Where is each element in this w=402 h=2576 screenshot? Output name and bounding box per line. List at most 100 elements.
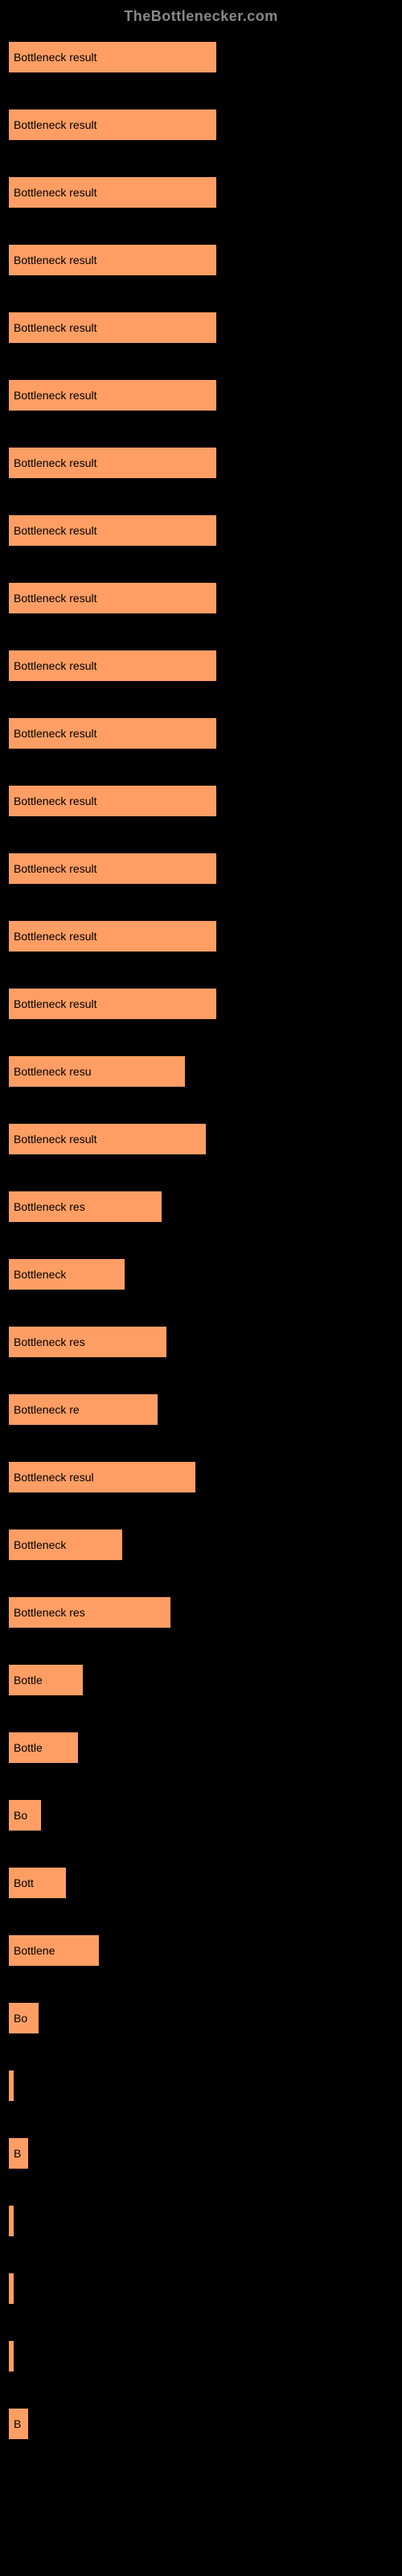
bar: Bottleneck result: [8, 176, 217, 208]
bar-row: Bottleneck result: [8, 785, 394, 817]
bar-row: Bottleneck result: [8, 852, 394, 885]
bar-label: B: [14, 2147, 21, 2160]
bar-label: Bottleneck result: [14, 524, 97, 537]
bar-label: Bottle: [14, 1741, 43, 1754]
bar-row: Bottleneck result: [8, 650, 394, 682]
bar-row: Bottleneck res: [8, 1596, 394, 1629]
bar-row: Bottleneck result: [8, 920, 394, 952]
bar: Bottleneck result: [8, 109, 217, 141]
bar-row: [8, 2273, 394, 2305]
bar-label: Bottleneck resu: [14, 1065, 92, 1078]
bar: Bottleneck result: [8, 1123, 207, 1155]
bar-label: Bottleneck result: [14, 389, 97, 402]
bar-row: Bottleneck result: [8, 988, 394, 1020]
bar-label: Bottleneck: [14, 1538, 66, 1551]
bar-label: Bottleneck res: [14, 1606, 85, 1619]
bar-label: Bottleneck result: [14, 930, 97, 943]
bar: Bottleneck re: [8, 1393, 158, 1426]
bar: Bottleneck result: [8, 379, 217, 411]
bar-row: Bottleneck result: [8, 582, 394, 614]
bar-row: [8, 2070, 394, 2102]
bar-row: B: [8, 2408, 394, 2440]
bar-row: Bottleneck resul: [8, 1461, 394, 1493]
bar: [8, 2070, 14, 2102]
bar: Bottleneck res: [8, 1326, 167, 1358]
bar-row: Bottleneck result: [8, 312, 394, 344]
bar: Bottle: [8, 1732, 79, 1764]
bar: Bottleneck result: [8, 920, 217, 952]
bar-row: Bott: [8, 1867, 394, 1899]
bar-label: B: [14, 2417, 21, 2430]
bar-label: Bottleneck resul: [14, 1471, 94, 1484]
bar: Bottlene: [8, 1934, 100, 1967]
bar-row: Bottlene: [8, 1934, 394, 1967]
bar-row: Bottleneck result: [8, 41, 394, 73]
bar-label: Bo: [14, 1809, 27, 1822]
bar: Bottleneck result: [8, 514, 217, 547]
bar: Bottleneck result: [8, 41, 217, 73]
bar-row: Bottleneck result: [8, 244, 394, 276]
bar-label: Bott: [14, 1876, 34, 1889]
bar: Bott: [8, 1867, 67, 1899]
bar-row: Bottleneck res: [8, 1191, 394, 1223]
bar-label: Bottleneck: [14, 1268, 66, 1281]
bar-row: [8, 2205, 394, 2237]
bar-label: Bottleneck result: [14, 456, 97, 469]
bar-label: Bottle: [14, 1674, 43, 1686]
bar-label: Bo: [14, 2012, 27, 2025]
bar-label: Bottlene: [14, 1944, 55, 1957]
bar-row: Bottleneck result: [8, 379, 394, 411]
bar-label: Bottleneck result: [14, 254, 97, 266]
bar-row: [8, 2340, 394, 2372]
bar: Bottleneck result: [8, 447, 217, 479]
bar-label: Bottleneck result: [14, 659, 97, 672]
bar: Bottleneck: [8, 1258, 125, 1290]
bar: B: [8, 2137, 29, 2169]
bar: Bottle: [8, 1664, 84, 1696]
bar-label: Bottleneck result: [14, 795, 97, 807]
bar: [8, 2205, 14, 2237]
bar: Bottleneck result: [8, 650, 217, 682]
bar-label: Bottleneck result: [14, 592, 97, 605]
bar: Bottleneck: [8, 1529, 123, 1561]
bar: B: [8, 2408, 29, 2440]
bar-row: Bottleneck re: [8, 1393, 394, 1426]
site-header: TheBottlenecker.com: [8, 8, 394, 25]
bar-chart: Bottleneck result Bottleneck result Bottle…: [8, 41, 394, 2440]
bar-label: Bottleneck result: [14, 321, 97, 334]
bar-label: Bottleneck result: [14, 862, 97, 875]
bar-label: Bottleneck res: [14, 1200, 85, 1213]
bar: Bottleneck res: [8, 1191, 162, 1223]
bar-label: Bottleneck result: [14, 186, 97, 199]
bar: Bottleneck result: [8, 312, 217, 344]
bar: Bottleneck resul: [8, 1461, 196, 1493]
bar-row: Bottleneck result: [8, 717, 394, 749]
bar: Bottleneck result: [8, 988, 217, 1020]
bar-label: Bottleneck result: [14, 118, 97, 131]
bar: Bo: [8, 2002, 39, 2034]
bar: Bottleneck result: [8, 785, 217, 817]
bar-row: Bottleneck: [8, 1529, 394, 1561]
bar: Bottleneck result: [8, 852, 217, 885]
bar: Bottleneck result: [8, 244, 217, 276]
bar: [8, 2340, 14, 2372]
bar-row: Bottleneck result: [8, 176, 394, 208]
bar-row: Bottleneck result: [8, 514, 394, 547]
bar-label: Bottleneck result: [14, 997, 97, 1010]
bar-label: Bottleneck result: [14, 727, 97, 740]
bar-row: B: [8, 2137, 394, 2169]
bar-row: Bo: [8, 2002, 394, 2034]
bar: Bo: [8, 1799, 42, 1831]
bar-label: Bottleneck result: [14, 51, 97, 64]
bar-row: Bottleneck: [8, 1258, 394, 1290]
bar-row: Bottleneck result: [8, 1123, 394, 1155]
bar-row: Bottle: [8, 1664, 394, 1696]
bar-row: Bottleneck resu: [8, 1055, 394, 1088]
bar-row: Bottleneck result: [8, 447, 394, 479]
bar-row: Bo: [8, 1799, 394, 1831]
bar: Bottleneck result: [8, 582, 217, 614]
bar: Bottleneck result: [8, 717, 217, 749]
bar-row: Bottleneck result: [8, 109, 394, 141]
bar-label: Bottleneck result: [14, 1133, 97, 1146]
bar-row: Bottle: [8, 1732, 394, 1764]
